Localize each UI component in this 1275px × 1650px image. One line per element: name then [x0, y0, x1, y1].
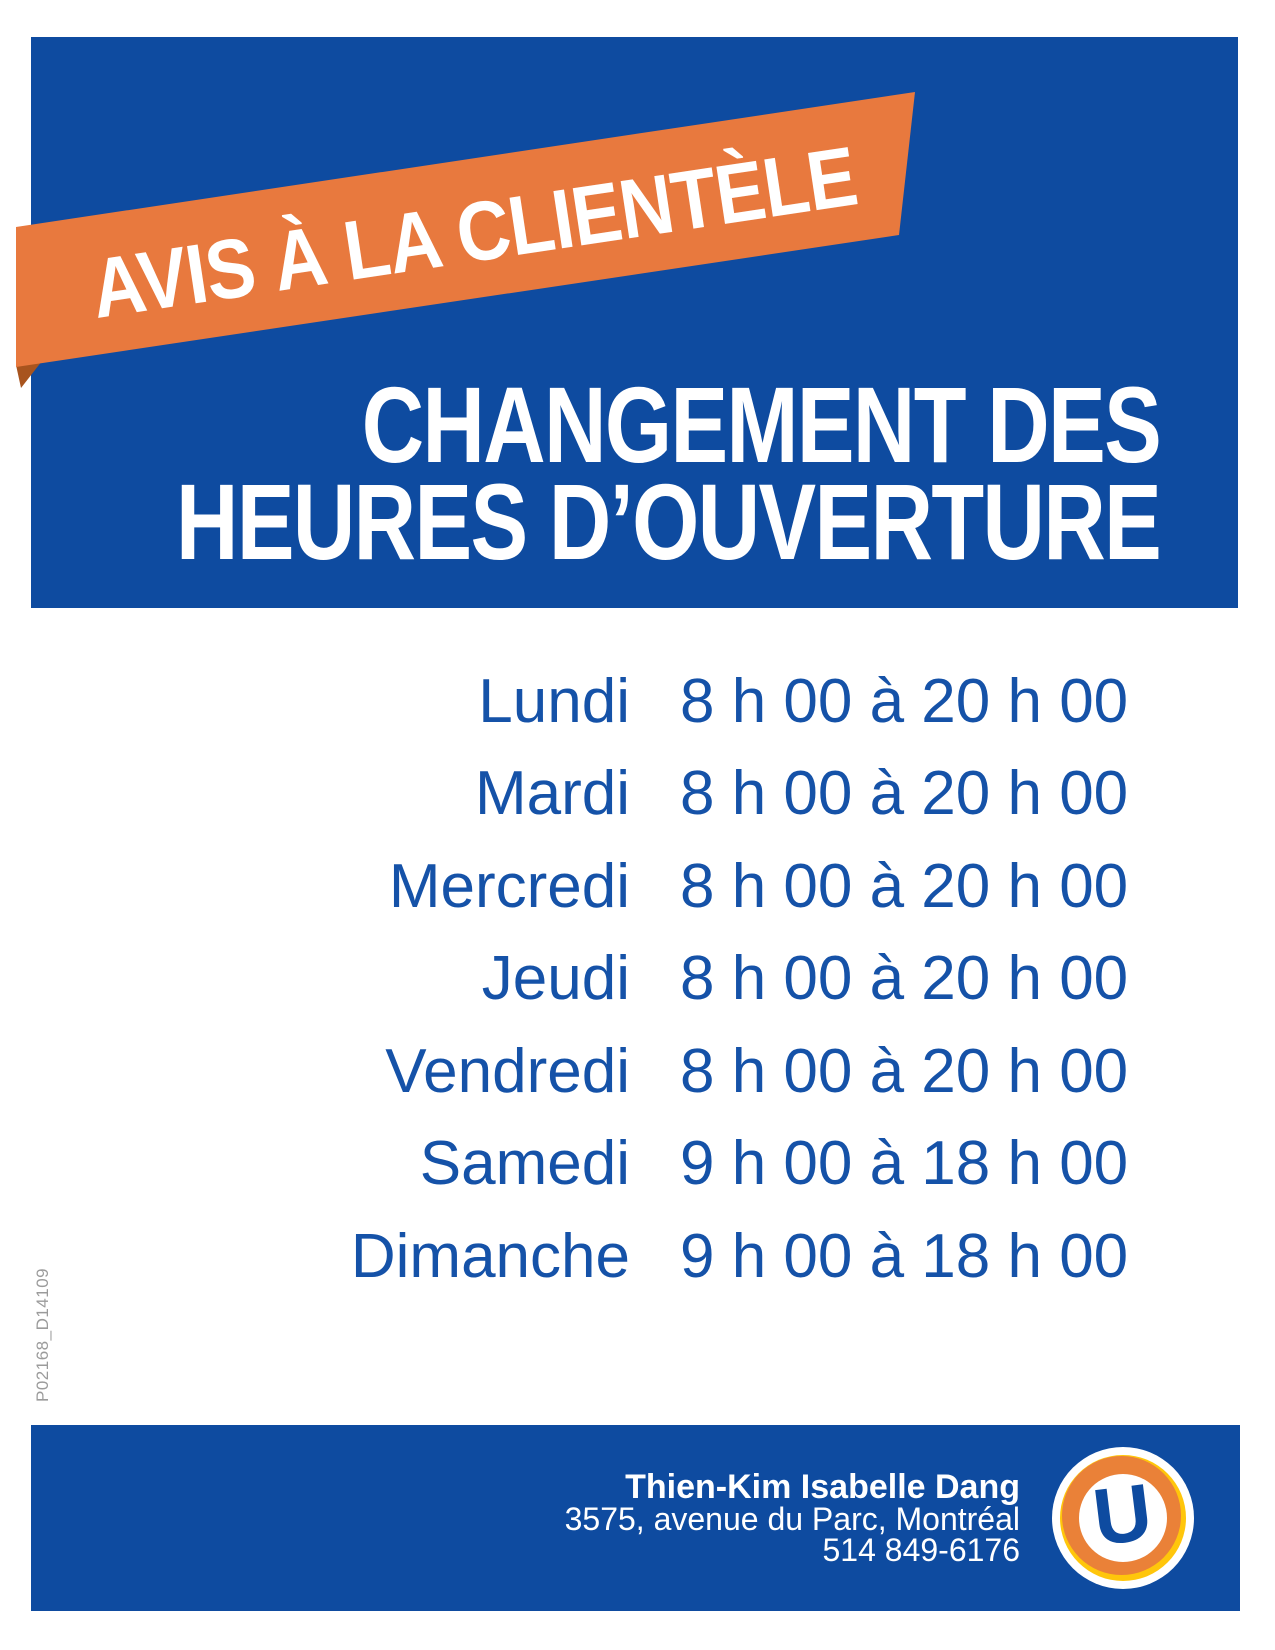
print-code: P02168_D14109: [33, 1267, 52, 1402]
table-row: Samedi 9 h 00 à 18 h 00: [0, 1118, 1275, 1211]
hours-value: 8 h 00 à 20 h 00: [680, 944, 1129, 1014]
day-label: Vendredi: [385, 1036, 630, 1106]
hours-value: 8 h 00 à 20 h 00: [680, 666, 1129, 736]
table-row: Jeudi 8 h 00 à 20 h 00: [0, 933, 1275, 1026]
hours-value: 8 h 00 à 20 h 00: [680, 851, 1129, 921]
day-label: Jeudi: [481, 944, 630, 1014]
table-row: Dimanche 9 h 00 à 18 h 00: [0, 1210, 1275, 1303]
table-row: Mercredi 8 h 00 à 20 h 00: [0, 840, 1275, 933]
table-row: Vendredi 8 h 00 à 20 h 00: [0, 1025, 1275, 1118]
logo-center: U: [1079, 1466, 1167, 1563]
hours-value: 8 h 00 à 20 h 00: [680, 1036, 1129, 1106]
page-title-line2: HEURES D’OUVERTURE: [175, 461, 1162, 583]
page-title: CHANGEMENT DES HEURES D’OUVERTURE: [0, 364, 1162, 583]
day-label: Mardi: [474, 759, 630, 829]
contact-phone: 514 849-6176: [822, 1532, 1020, 1568]
contact-name: Thien-Kim Isabelle Dang: [625, 1468, 1020, 1506]
day-label: Samedi: [419, 1129, 630, 1199]
hours-value: 8 h 00 à 20 h 00: [680, 759, 1129, 829]
hours-value: 9 h 00 à 18 h 00: [680, 1221, 1129, 1291]
table-row: Mardi 8 h 00 à 20 h 00: [0, 748, 1275, 841]
hours-value: 9 h 00 à 18 h 00: [680, 1129, 1129, 1199]
uniprix-logo-icon: U: [1052, 1447, 1194, 1589]
day-label: Dimanche: [350, 1221, 630, 1291]
page-title-line1: CHANGEMENT DES: [361, 364, 1162, 485]
table-row: Lundi 8 h 00 à 20 h 00: [0, 655, 1275, 748]
day-label: Mercredi: [388, 851, 630, 921]
contact-block: Thien-Kim Isabelle Dang 3575, avenue du …: [564, 1468, 1020, 1568]
day-label: Lundi: [478, 666, 630, 736]
logo-letter: U: [1088, 1466, 1157, 1563]
contact-address: 3575, avenue du Parc, Montréal: [564, 1500, 1020, 1537]
opening-hours-table: Lundi 8 h 00 à 20 h 00 Mardi 8 h 00 à 20…: [0, 655, 1275, 1303]
footer-bar: Thien-Kim Isabelle Dang 3575, avenue du …: [31, 1425, 1240, 1611]
